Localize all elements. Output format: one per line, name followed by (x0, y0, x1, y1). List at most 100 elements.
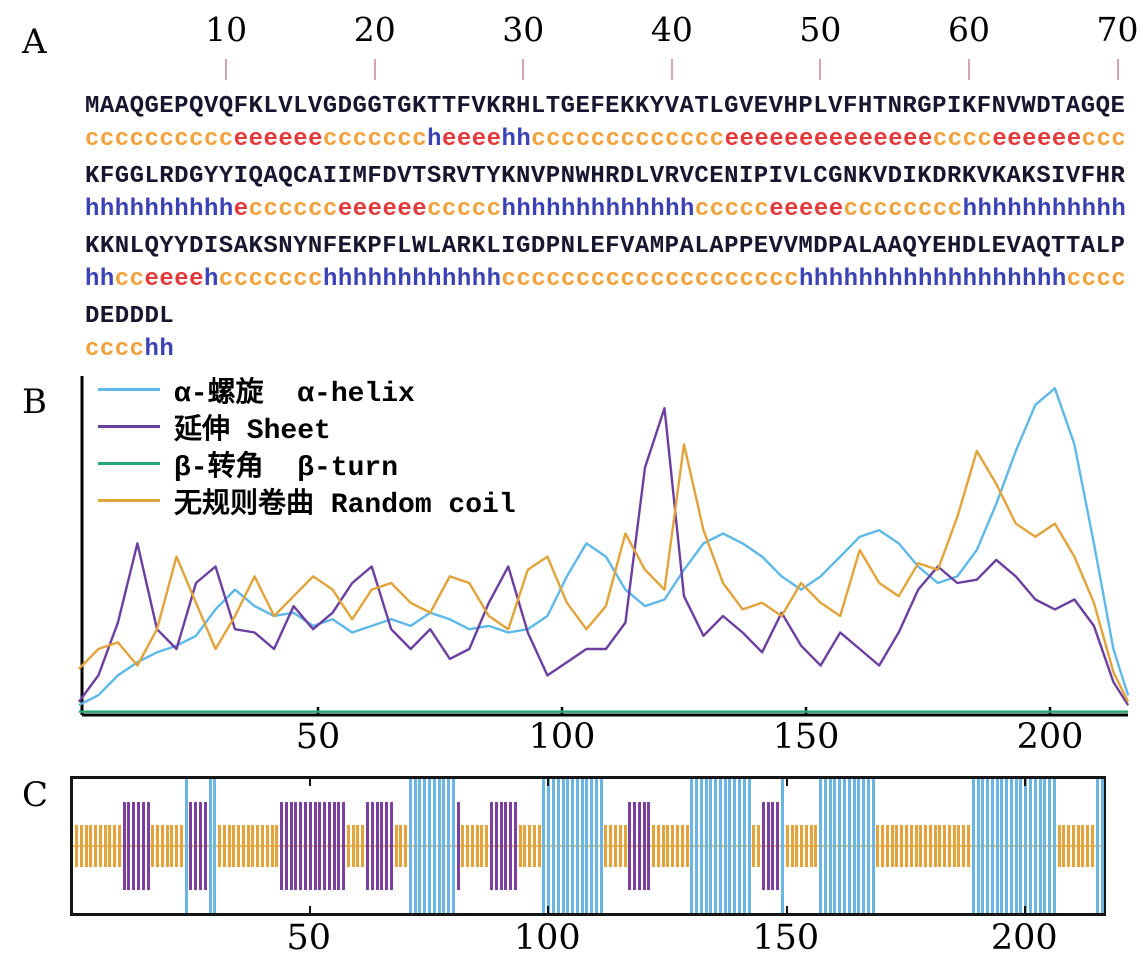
structure-bar-h (427, 779, 431, 913)
structure-bar-e (365, 802, 369, 890)
sequence-ruler: 10 20 30 40 50 60 70 (85, 0, 1139, 86)
structure-bar-h (738, 779, 742, 913)
structure-bar-c (275, 825, 279, 867)
ss-letter-c: c (620, 266, 636, 293)
structure-map-tick-mark (785, 779, 788, 786)
ss-letter-h: h (1051, 196, 1067, 223)
ss-letter-e: e (888, 126, 904, 153)
structure-bar-e (637, 802, 641, 890)
ruler-tick-mark (225, 59, 228, 80)
ss-letter-e: e (456, 126, 472, 153)
ss-letter-h: h (992, 196, 1008, 223)
legend-label: 延伸 Sheet (174, 415, 331, 447)
structure-bar-c (919, 825, 923, 867)
ss-letter-h: h (427, 266, 442, 293)
ss-letter-h: h (813, 266, 829, 293)
ss-letter-e: e (724, 126, 740, 153)
ss-letter-h: h (1037, 196, 1052, 223)
structure-bar-h (995, 779, 999, 913)
ss-letter-c: c (278, 196, 294, 223)
ss-letter-h: h (144, 196, 160, 223)
ss-letter-e: e (754, 126, 770, 153)
ss-letter-h: h (888, 266, 904, 293)
ss-letter-h: h (204, 196, 219, 223)
structure-bar-e (318, 802, 322, 890)
structure-bar-e (513, 802, 517, 890)
structure-bar-c (480, 825, 484, 867)
structure-bar-h (699, 779, 703, 913)
ss-letter-h: h (501, 126, 517, 153)
structure-bar-c (809, 825, 813, 867)
structure-bar-c (966, 825, 970, 867)
amino-acid-sequence-line: KFGGLRDGYYIQAQCAIIMFDVTSRVTYKNVPNWHRDLVR… (85, 163, 1126, 190)
structure-bar-h (990, 779, 994, 913)
structure-bar-c (361, 825, 365, 867)
structure-bar-h (1100, 779, 1104, 913)
ss-letter-c: c (248, 196, 264, 223)
structure-bar-c (79, 825, 83, 867)
structure-bar-c (399, 825, 403, 867)
structure-bar-c (84, 825, 88, 867)
structure-bar-c (652, 825, 656, 867)
structure-bar-c (151, 825, 155, 867)
structure-bar-h (866, 779, 870, 913)
ss-letter-h: h (903, 266, 918, 293)
structure-bar-h (566, 779, 570, 913)
structure-bar-h (742, 779, 746, 913)
structure-bar-c (170, 825, 174, 867)
ss-letter-h: h (843, 266, 859, 293)
structure-bar-c (890, 825, 894, 867)
structure-bar-h (208, 779, 212, 913)
ss-letter-c: c (739, 196, 755, 223)
structure-bar-h (695, 779, 699, 913)
ss-letter-e: e (1037, 126, 1052, 153)
structure-bar-h (418, 779, 422, 913)
sequence-block: MAAQGEPQVQFKLVLVGDGGTGKTTFVKRHLTGEFEKKYV… (85, 90, 1135, 370)
ss-letter-c: c (903, 196, 918, 223)
ss-letter-e: e (174, 266, 190, 293)
structure-bar-e (456, 802, 460, 890)
structure-bar-h (437, 779, 441, 913)
ss-letter-c: c (635, 266, 651, 293)
structure-bar-c (156, 825, 160, 867)
structure-map-x-tick-label: 150 (752, 918, 820, 957)
ss-letter-c: c (575, 266, 591, 293)
ss-letter-c: c (99, 126, 115, 153)
ss-letter-c: c (308, 266, 323, 293)
structure-bar-c (790, 825, 794, 867)
structure-bar-e (194, 802, 198, 890)
ss-letter-e: e (784, 196, 799, 223)
structure-bar-c (1067, 825, 1071, 867)
ss-letter-c: c (114, 126, 130, 153)
structure-bar-c (537, 825, 541, 867)
secondary-structure-annotation-line: hhcceeeehccccccchhhhhhhhhhhhcccccccccccc… (85, 263, 1135, 296)
ss-letter-c: c (977, 126, 993, 153)
ss-letter-c: c (620, 126, 636, 153)
ss-letter-c: c (694, 126, 710, 153)
ruler-tick-mark (819, 59, 822, 80)
ss-letter-c: c (129, 126, 145, 153)
structure-bar-h (442, 779, 446, 913)
structure-bar-h (451, 779, 455, 913)
ss-letter-e: e (367, 196, 383, 223)
legend-swatch-random-coil (98, 499, 160, 502)
ss-letter-c: c (114, 266, 130, 293)
structure-bar-c (1081, 825, 1085, 867)
structure-bar-h (833, 779, 837, 913)
structure-bar-h (585, 779, 589, 913)
ruler-tick-mark (522, 59, 525, 80)
structure-bar-c (938, 825, 942, 867)
ss-letter-c: c (308, 196, 323, 223)
ss-letter-e: e (337, 196, 353, 223)
series-line-alpha-helix (78, 387, 1130, 707)
ss-letter-c: c (248, 266, 264, 293)
ss-letter-c: c (680, 126, 695, 153)
ss-letter-h: h (516, 126, 532, 153)
ss-letter-e: e (233, 126, 249, 153)
structure-bar-c (962, 825, 966, 867)
ss-letter-h: h (204, 266, 219, 293)
structure-bar-h (571, 779, 575, 913)
series-line-random-coil (78, 443, 1130, 703)
ss-letter-h: h (858, 266, 874, 293)
ss-letter-h: h (159, 336, 175, 363)
